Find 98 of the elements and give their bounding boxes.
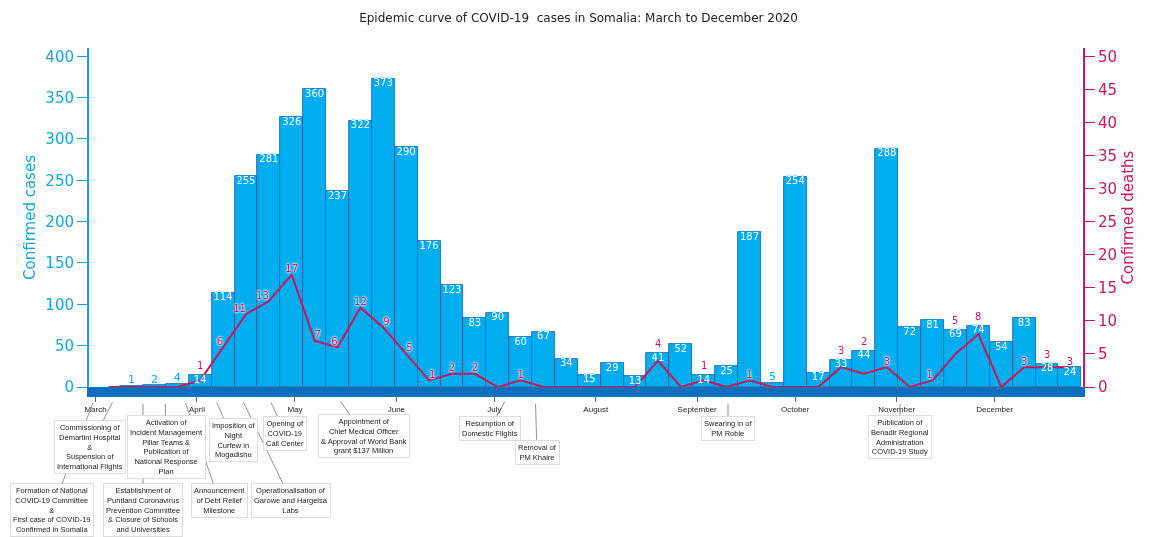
x-tick-label: November xyxy=(878,404,916,414)
y2-tick-label: 45 xyxy=(1098,80,1118,99)
x-tick-label: May xyxy=(287,404,303,414)
data-label: 5 xyxy=(768,370,776,384)
data-label: 72 xyxy=(903,325,917,337)
data-label: 281 xyxy=(259,153,279,165)
x-tick-label: October xyxy=(781,404,810,414)
data-label: 2 xyxy=(861,336,868,347)
data-label: 1 xyxy=(128,373,136,387)
data-label: 2 xyxy=(448,362,456,374)
data-label: 322 xyxy=(350,119,370,131)
data-label: 123 xyxy=(442,283,462,295)
data-label: 81 xyxy=(926,318,939,330)
data-label: 17 xyxy=(811,371,825,383)
x-tick-label: June xyxy=(387,404,406,414)
data-label: 1 xyxy=(429,368,436,380)
data-label: 3 xyxy=(1044,349,1051,360)
chart-title: Epidemic curve of COVID-19 cases in Somalia: March to December 2020 xyxy=(359,10,798,25)
y-tick-label: 100 xyxy=(45,295,74,314)
data-label: 83 xyxy=(468,316,482,328)
x-tick-label: September xyxy=(677,404,718,414)
data-label: 83 xyxy=(1017,316,1031,328)
data-label: 25 xyxy=(720,364,733,376)
data-label: 288 xyxy=(877,147,897,159)
data-label: 114 xyxy=(213,291,233,303)
data-label: 5 xyxy=(406,342,413,354)
x-tick-label: July xyxy=(487,404,502,414)
y-tick-label: 150 xyxy=(45,254,74,273)
data-label: 9 xyxy=(383,315,390,327)
data-label: 5 xyxy=(952,315,959,326)
data-label: 90 xyxy=(491,311,505,323)
data-label: 1 xyxy=(197,360,204,371)
data-label: 17 xyxy=(285,263,299,275)
data-label: 34 xyxy=(560,357,573,369)
x-tick-label: August xyxy=(583,404,610,414)
data-label: 3 xyxy=(1066,355,1074,367)
data-label: 237 xyxy=(327,189,348,201)
x-tick-label: December xyxy=(976,404,1014,414)
data-label: 69 xyxy=(949,328,962,340)
data-label: 11 xyxy=(233,302,246,314)
data-label: 360 xyxy=(305,87,325,99)
data-label: 255 xyxy=(236,174,256,186)
data-label: 12 xyxy=(354,296,367,308)
data-label: 290 xyxy=(396,145,416,157)
data-label: 6 xyxy=(331,335,338,347)
data-label: 3 xyxy=(1020,355,1028,367)
data-label: 1 xyxy=(701,360,708,371)
data-label: 4 xyxy=(655,338,662,349)
data-label: 1 xyxy=(746,368,753,380)
y-tick-label: 0 xyxy=(64,378,74,397)
y-tick-label: 250 xyxy=(45,171,74,190)
data-label: 29 xyxy=(605,361,619,373)
y-tick-label: 350 xyxy=(45,88,74,107)
y-tick-label: 400 xyxy=(45,47,74,66)
data-label: 1 xyxy=(517,368,524,380)
data-label: 54 xyxy=(994,340,1008,352)
data-label: 7 xyxy=(314,329,321,341)
x-tick-label: March xyxy=(84,404,107,414)
y-axis-title: Confirmed cases xyxy=(21,154,40,280)
y2-axis-title: Confirmed deaths xyxy=(1118,150,1137,285)
y2-tick-label: 0 xyxy=(1098,378,1108,397)
y2-tick-label: 40 xyxy=(1098,113,1118,132)
data-label: 44 xyxy=(857,349,871,361)
data-label: 24 xyxy=(1063,365,1077,377)
data-label: 6 xyxy=(216,335,224,347)
data-label: 15 xyxy=(582,373,596,385)
data-label: 13 xyxy=(628,374,642,386)
data-label: 67 xyxy=(537,330,550,342)
data-label: 254 xyxy=(785,175,805,187)
data-label: 74 xyxy=(972,324,985,336)
data-label: 60 xyxy=(514,335,527,347)
y2-tick-label: 50 xyxy=(1098,47,1118,66)
data-label: 1 xyxy=(926,368,933,380)
data-label: 187 xyxy=(739,230,760,242)
data-label: 8 xyxy=(975,311,982,322)
y2-tick-label: 15 xyxy=(1098,279,1118,298)
data-label: 41 xyxy=(651,351,665,363)
data-label: 373 xyxy=(373,77,393,89)
y2-tick-label: 5 xyxy=(1098,345,1108,364)
y2-tick-label: 30 xyxy=(1098,179,1118,198)
data-label: 2 xyxy=(150,372,158,386)
y2-tick-label: 20 xyxy=(1098,245,1118,264)
data-label: 326 xyxy=(282,115,302,127)
data-label: 3 xyxy=(838,345,845,356)
data-label: 176 xyxy=(419,239,439,251)
data-label: 2 xyxy=(471,362,479,374)
x-tick-label: April xyxy=(188,404,206,414)
data-label: 52 xyxy=(674,342,688,354)
y2-tick-label: 35 xyxy=(1098,146,1118,165)
y-tick-label: 200 xyxy=(45,212,74,231)
data-label: 4 xyxy=(173,370,181,384)
data-label: 13 xyxy=(256,289,269,301)
y2-tick-label: 10 xyxy=(1098,312,1118,331)
data-label: 3 xyxy=(883,355,891,367)
y-tick-label: 50 xyxy=(54,336,74,355)
y-tick-label: 300 xyxy=(45,130,74,149)
y2-tick-label: 25 xyxy=(1098,212,1118,231)
data-label: 33 xyxy=(834,358,848,370)
